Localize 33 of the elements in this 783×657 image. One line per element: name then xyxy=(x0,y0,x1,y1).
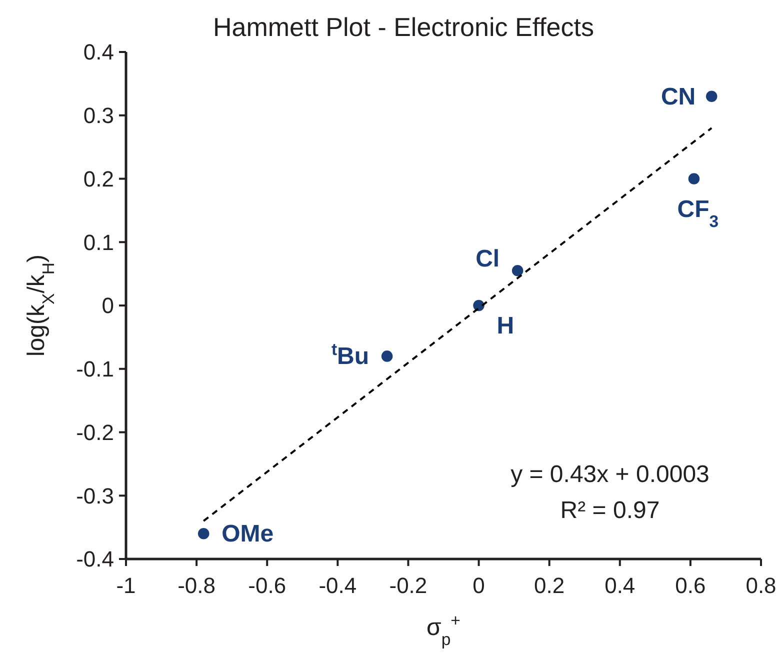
y-tick-label: -0.1 xyxy=(76,356,114,382)
x-tick-label: 0.6 xyxy=(675,573,706,598)
x-tick-label: 0.8 xyxy=(746,573,776,598)
x-tick-label: -0.2 xyxy=(389,573,428,598)
y-tick-label: 0 xyxy=(102,293,114,318)
point xyxy=(512,265,524,276)
point xyxy=(381,350,393,362)
annotation: Cl xyxy=(476,246,500,273)
point xyxy=(706,90,718,102)
point xyxy=(198,528,210,540)
y-tick-label: -0.4 xyxy=(76,546,114,572)
x-tick-label: -0.4 xyxy=(318,573,357,598)
annotation: CN xyxy=(660,83,696,110)
annotation: OMe xyxy=(222,520,274,548)
x-tick-label: 0.2 xyxy=(534,573,565,598)
annotation: R² = 0.97 xyxy=(560,497,660,524)
point xyxy=(688,173,700,184)
annotation: H xyxy=(496,312,514,340)
annotation: $^{t}$Bu xyxy=(331,340,370,370)
y-tick-label: -0.2 xyxy=(76,420,114,445)
x-tick-label: -0.6 xyxy=(248,573,286,598)
y-tick-label: 0.4 xyxy=(83,40,114,65)
y-tick-label: 0.1 xyxy=(83,230,114,255)
chart-title: Hammett Plot - Electronic Effects xyxy=(213,12,594,42)
y-tick-label: 0.2 xyxy=(83,166,114,192)
annotation: CF$_{3}$ xyxy=(677,196,719,230)
x-tick-label: 0 xyxy=(472,573,485,598)
y-tick-label: -0.3 xyxy=(76,483,114,508)
x-tick-label: -0.8 xyxy=(178,573,216,598)
annotation: y = 0.43x + 0.0003 xyxy=(510,461,710,488)
y-tick-label: 0.3 xyxy=(83,103,114,128)
x-tick-label: -1 xyxy=(116,573,136,598)
x-tick-label: 0.4 xyxy=(604,573,636,598)
